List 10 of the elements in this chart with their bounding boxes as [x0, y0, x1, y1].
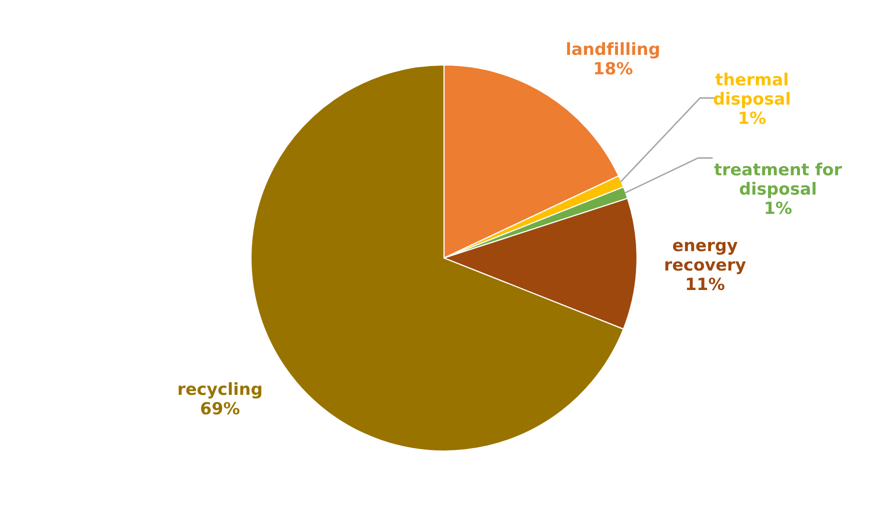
data-label: 11% [686, 278, 724, 290]
slice-label: landfilling [567, 42, 659, 58]
data-label: 1% [766, 202, 792, 214]
slice-label: recycling [178, 382, 262, 398]
data-label: 69% [201, 402, 240, 415]
slice-label: thermal disposal [714, 72, 790, 108]
data-label: 18% [594, 62, 632, 75]
slice-label: energy recovery [665, 242, 746, 274]
slice-label: treatment for disposal [714, 162, 842, 198]
data-label: 1% [740, 112, 766, 124]
